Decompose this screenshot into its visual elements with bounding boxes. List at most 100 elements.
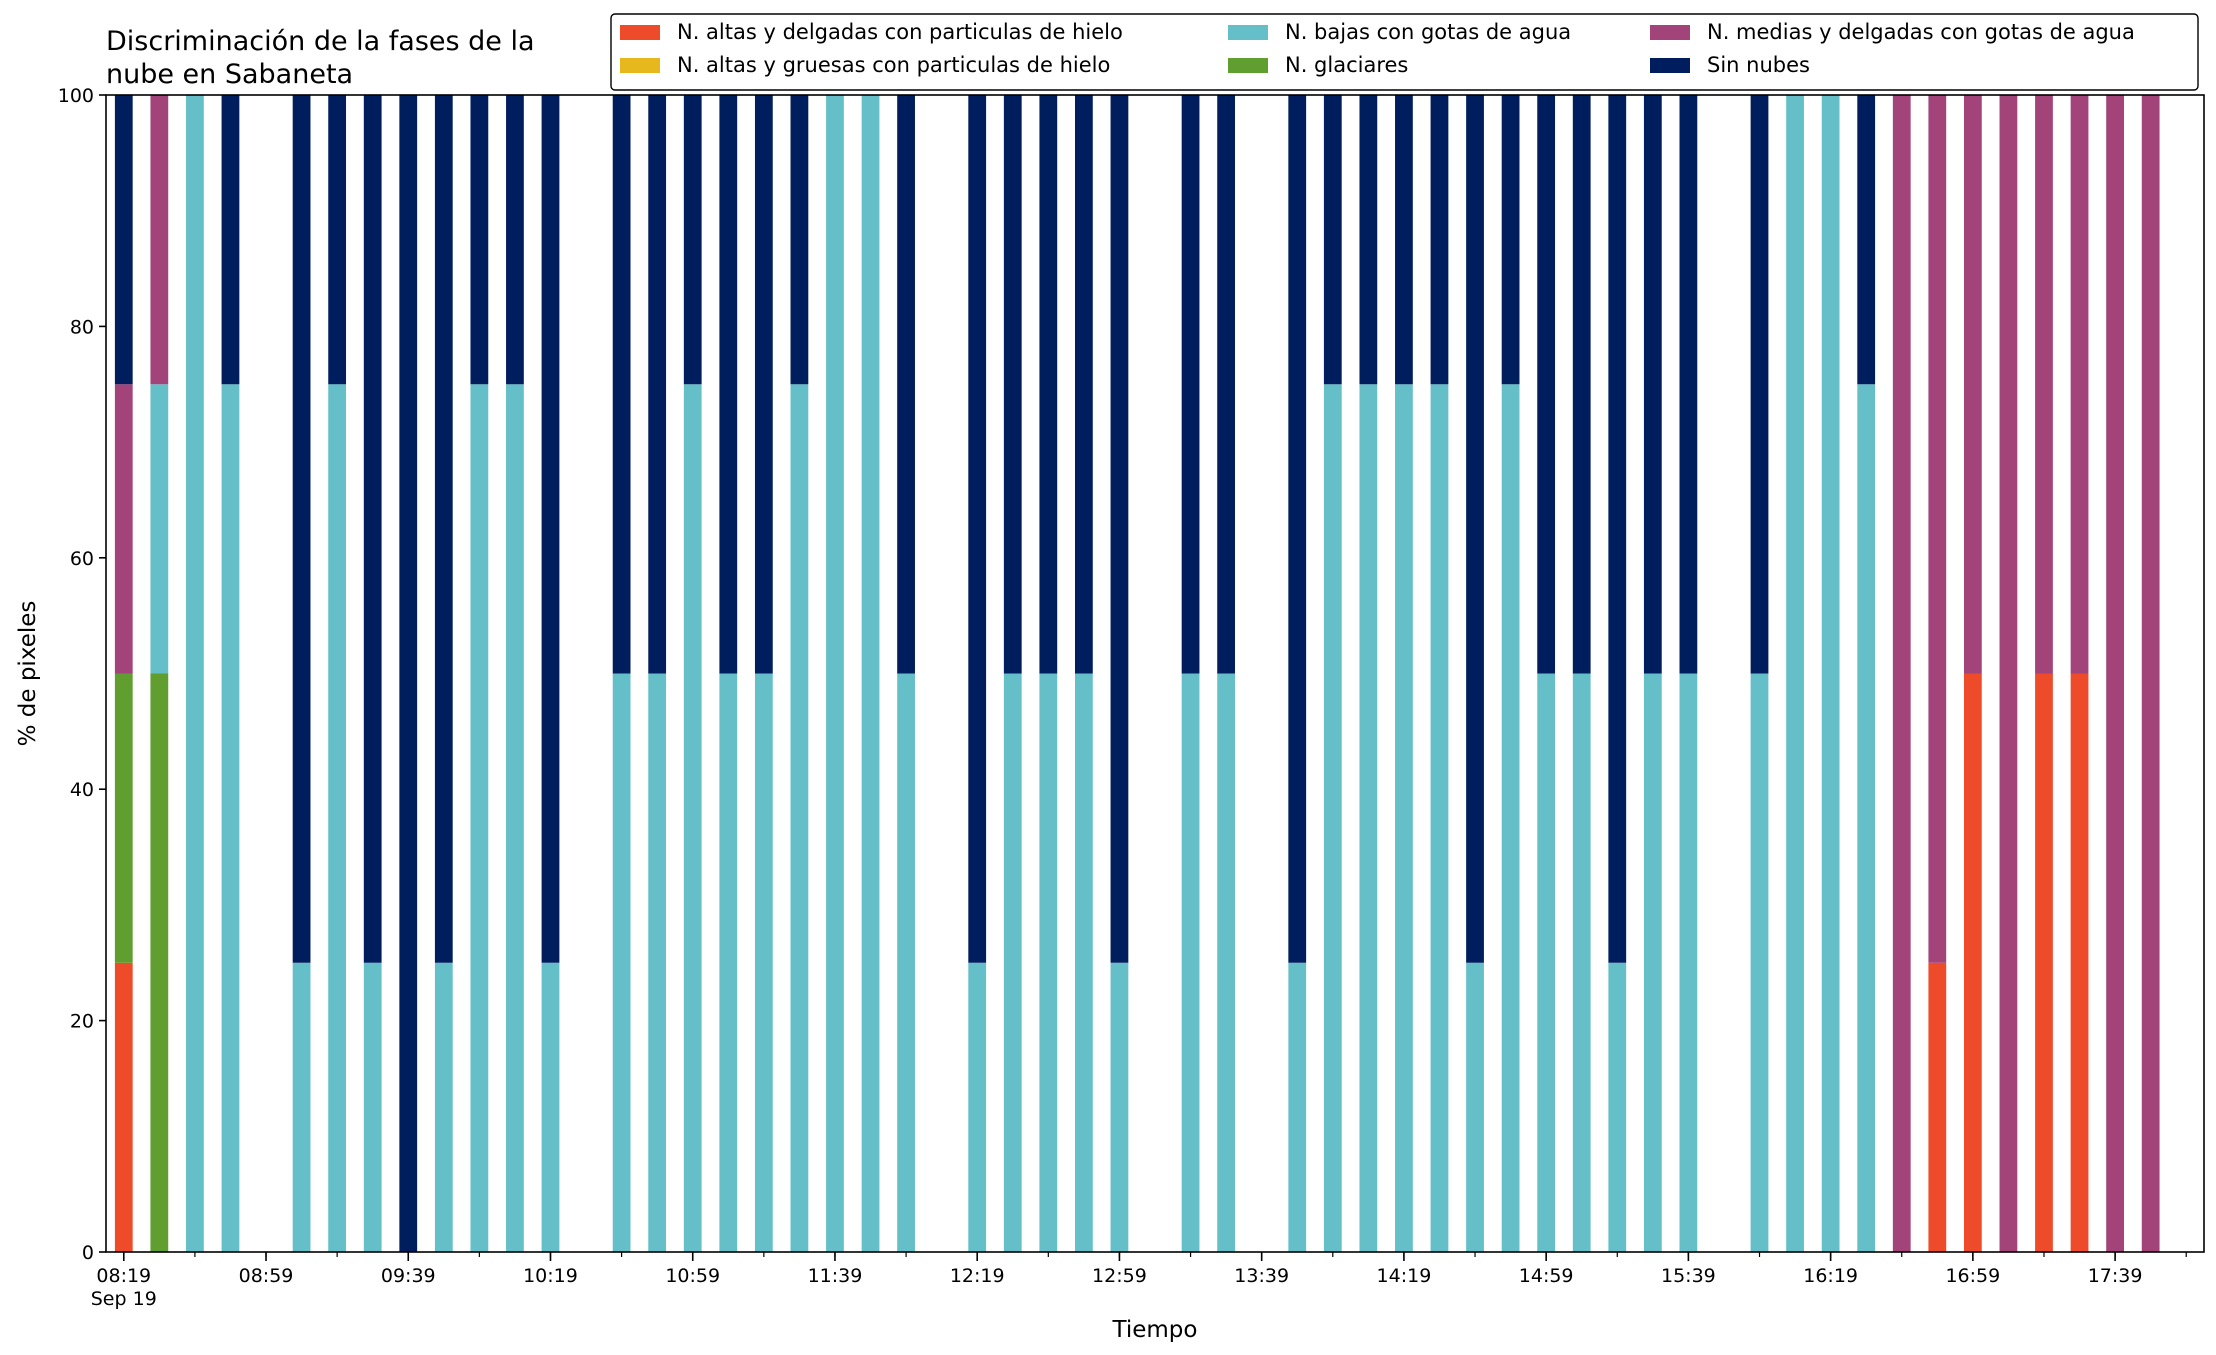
bar-segment (114, 962, 133, 1252)
bar-segment (1857, 384, 1876, 1252)
bar-segment (292, 95, 311, 963)
bar-segment (1857, 95, 1876, 385)
bar-segment (754, 95, 773, 674)
x-tick-label: 11:39 (808, 1265, 863, 1287)
bar-segment (150, 384, 169, 674)
bar-segment (1572, 673, 1591, 1252)
bar-segment (1821, 95, 1840, 1252)
bar-segment (328, 95, 347, 385)
bar-segment (968, 962, 987, 1252)
legend-label: Sin nubes (1707, 53, 1810, 77)
bar-segment (1359, 95, 1378, 385)
legend-label: N. bajas con gotas de agua (1285, 20, 1571, 44)
bar-segment (861, 95, 880, 1252)
bar-segment (114, 673, 133, 963)
bar-segment (2035, 673, 2053, 1252)
bar-segment (1501, 95, 1520, 385)
x-tick-label: 08:59 (239, 1265, 294, 1287)
bar-segment (363, 95, 382, 963)
bar-segment (897, 95, 915, 674)
bar-segment (897, 673, 915, 1252)
bar-segment (1217, 673, 1236, 1252)
bar-segment (1643, 95, 1662, 674)
bar-segment (1466, 962, 1484, 1252)
x-tick-label: 08:19 (96, 1265, 151, 1287)
bar-segment (1003, 673, 1022, 1252)
y-axis-label: % de pixeles (15, 601, 41, 747)
x-tick-label: 14:19 (1377, 1265, 1432, 1287)
bar-segment (1430, 384, 1449, 1252)
legend-swatch (620, 25, 660, 40)
chart-title-line-1: Discriminación de la fases de la (106, 26, 535, 57)
legend-swatch (1228, 25, 1268, 40)
bar-segment (1537, 673, 1556, 1252)
bar-segment (470, 95, 489, 385)
bar-segment (434, 962, 453, 1252)
bar-segment (1537, 95, 1556, 674)
x-tick-sublabel: Sep 19 (91, 1288, 157, 1310)
bar-segment (221, 95, 240, 385)
bar-segment (1181, 673, 1200, 1252)
x-tick-label: 17:39 (2088, 1265, 2143, 1287)
bar-segment (363, 962, 382, 1252)
bar-segment (1643, 673, 1662, 1252)
bar-segment (1110, 962, 1129, 1252)
legend-swatch (1650, 25, 1690, 40)
bar-segment (1786, 95, 1804, 1252)
bar-segment (683, 384, 702, 1252)
bar-segment (648, 673, 667, 1252)
bar-segment (612, 95, 631, 674)
bar-segment (328, 384, 347, 1252)
legend: N. altas y delgadas con particulas de hi… (610, 13, 2199, 91)
bar-segment (826, 95, 844, 1252)
bar-segment (1750, 673, 1769, 1252)
bar-segment (1572, 95, 1591, 674)
x-tick-label: 15:39 (1661, 1265, 1716, 1287)
bar-segment (1074, 673, 1093, 1252)
bar-segment (1039, 673, 1058, 1252)
bar-segment (790, 95, 809, 385)
legend-label: N. medias y delgadas con gotas de agua (1707, 20, 2135, 44)
legend-label: N. glaciares (1285, 53, 1408, 77)
bar-segment (221, 384, 240, 1252)
bar-segment (292, 962, 311, 1252)
bar-segment (1892, 95, 1911, 1252)
bar-segment (1999, 95, 2018, 1252)
bar-segment (186, 95, 204, 1252)
x-tick-label: 16:19 (1803, 1265, 1858, 1287)
bar-segment (470, 384, 489, 1252)
legend-swatch (1228, 58, 1268, 73)
bar-segment (1466, 95, 1484, 963)
bar-segment (1074, 95, 1093, 674)
bar-segment (1323, 384, 1342, 1252)
bar-segment (541, 95, 560, 963)
bar-segment (2035, 95, 2053, 674)
bar-segment (1608, 95, 1627, 963)
y-tick-label: 80 (70, 316, 94, 338)
bar-segment (790, 384, 809, 1252)
bar-segment (1003, 95, 1022, 674)
bar-segment (1217, 95, 1236, 674)
x-tick-label: 09:39 (381, 1265, 436, 1287)
bar-segment (1110, 95, 1129, 963)
legend-label: N. altas y gruesas con particulas de hie… (677, 53, 1110, 77)
bar-segment (506, 384, 524, 1252)
y-tick-label: 40 (70, 779, 94, 801)
bar-segment (2070, 673, 2089, 1252)
bar-segment (1963, 673, 1982, 1252)
bar-segment (1501, 384, 1520, 1252)
legend-box (610, 13, 2199, 91)
x-axis-label: Tiempo (1112, 1317, 1198, 1343)
bars-layer (114, 95, 2160, 1252)
bar-segment (968, 95, 987, 963)
bar-segment (1608, 962, 1627, 1252)
x-tick-label: 12:59 (1092, 1265, 1147, 1287)
bar-segment (1288, 962, 1307, 1252)
bar-segment (1359, 384, 1378, 1252)
bar-segment (1039, 95, 1058, 674)
bar-segment (1395, 95, 1413, 385)
bar-segment (1288, 95, 1307, 963)
bar-segment (683, 95, 702, 385)
